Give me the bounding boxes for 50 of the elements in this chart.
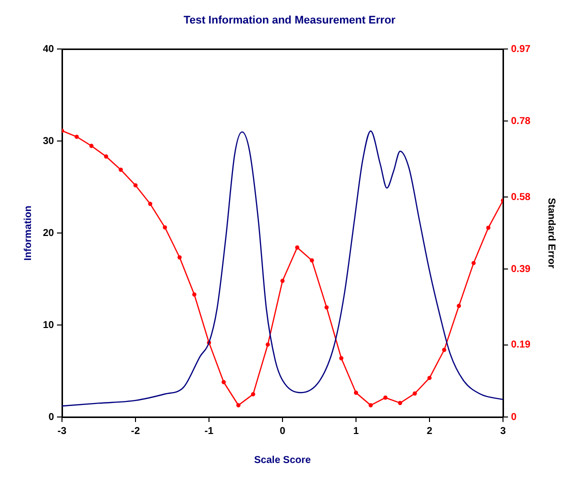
- point: [295, 245, 300, 250]
- point: [442, 348, 446, 352]
- x-tick-label: 0: [280, 426, 286, 437]
- point: [486, 226, 490, 230]
- y2-axis-title: Standard Error: [545, 198, 556, 268]
- point: [133, 183, 138, 188]
- point: [427, 376, 432, 380]
- y2-tick-label: 0.97: [511, 44, 531, 55]
- y-tick-label: 40: [42, 44, 54, 55]
- x-tick-label: 2: [426, 426, 433, 437]
- point: [354, 390, 358, 395]
- point: [412, 391, 417, 396]
- point: [251, 392, 256, 396]
- point: [310, 258, 314, 262]
- y2-tick-label: 0.58: [511, 192, 531, 203]
- point: [118, 168, 123, 172]
- y-tick-label: 10: [42, 320, 54, 331]
- y2-tick-label: 0: [511, 412, 517, 423]
- point: [89, 144, 94, 148]
- x-tick-label: -3: [58, 426, 67, 437]
- y-tick-label: 30: [42, 136, 54, 147]
- y-tick-label: 20: [42, 228, 54, 239]
- point: [368, 403, 373, 408]
- x-tick-label: 3: [500, 426, 506, 437]
- point: [236, 403, 240, 408]
- point: [280, 278, 285, 283]
- point: [266, 342, 270, 347]
- x-axis-title: Scale Score: [254, 454, 312, 466]
- point: [339, 356, 344, 360]
- y-axis-title: Information: [22, 206, 34, 261]
- point: [178, 255, 182, 260]
- x-tick-label: -1: [204, 426, 214, 437]
- point: [222, 380, 226, 384]
- y2-tick-label: 0.78: [511, 116, 531, 127]
- y2-tick-label: 0.39: [511, 264, 531, 275]
- chart-title: Test Information and Measurement Error: [184, 14, 396, 27]
- point: [398, 400, 402, 406]
- point: [74, 134, 79, 139]
- point: [148, 202, 152, 206]
- point: [456, 304, 461, 308]
- x-tick-label: 1: [353, 426, 360, 437]
- x-tick-label: -2: [131, 426, 140, 437]
- point: [162, 225, 167, 230]
- point: [324, 305, 329, 310]
- point: [192, 292, 196, 297]
- point: [383, 396, 388, 400]
- y2-tick-label: 0.19: [511, 340, 531, 351]
- point: [104, 154, 108, 159]
- point: [472, 260, 476, 266]
- y-tick-label: 0: [48, 412, 54, 423]
